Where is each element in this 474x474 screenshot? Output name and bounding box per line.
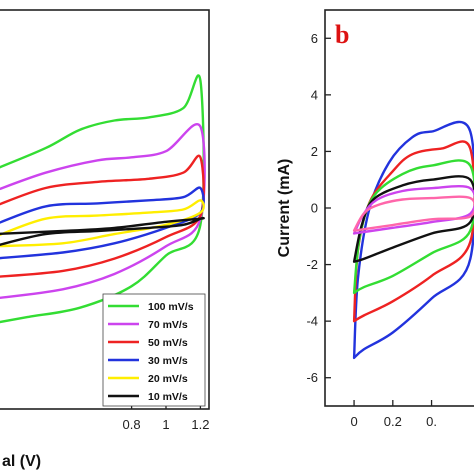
panel-b-series-line-2 <box>352 159 474 295</box>
panel-b-letter: b <box>335 20 349 49</box>
panel-a-legend-box <box>102 293 206 407</box>
panel-a-frame <box>0 9 210 410</box>
panel-b-y-tick-label-4: -2 <box>306 257 318 272</box>
panel-b-x-tick-label-1: 0.2 <box>384 414 402 429</box>
panel-a-series-line-5 <box>0 216 205 247</box>
panel-a-x-tick-label-1: 1 <box>162 417 169 432</box>
panel-b-y-tick-label-5: -4 <box>306 314 318 329</box>
panel-b-x-tick-label-2: 0. <box>426 414 437 429</box>
panel-a-legend-label-1: 70 mV/s <box>148 319 188 331</box>
panel-a-legend-label-3: 30 mV/s <box>148 355 188 367</box>
panel-b-frame <box>324 9 474 407</box>
panel-a-chart: 0.8 1 1.2 al (V) 100 mV/s 70 mV/s 50 mV/s 30 mV… <box>0 9 210 470</box>
panel-a-x-tick-label-2: 1.2 <box>191 417 209 432</box>
panel-b-x-tick-label-0: 0 <box>350 414 357 429</box>
panel-a-series-line-2 <box>0 154 205 278</box>
panel-b-series-line-4 <box>352 185 474 235</box>
panel-a-legend-label-2: 50 mV/s <box>148 337 188 349</box>
panel-b-y-tick-label-2: 2 <box>311 144 318 159</box>
panel-b-y-tick-label-0: 6 <box>311 31 318 46</box>
panel-b-y-tick-label-1: 4 <box>311 87 318 102</box>
panel-b-series-line-0 <box>352 120 474 360</box>
panel-b-y-tick-label-6: -6 <box>306 370 318 385</box>
panel-a-legend-label-0: 100 mV/s <box>148 301 194 313</box>
panel-a-x-axis-label: al (V) <box>2 453 41 470</box>
panel-b-series-line-5 <box>352 195 474 232</box>
panel-b-chart: 6 4 2 0 -2 -4 -6 0 0.2 0. Current (mA) b <box>276 9 474 429</box>
panel-a-x-tick-label-0: 0.8 <box>123 417 141 432</box>
panel-b-y-axis-label: Current (mA) <box>276 159 293 258</box>
panel-a-series-line-1 <box>0 123 206 299</box>
panel-a-legend-label-5: 10 mV/s <box>148 391 188 403</box>
panel-a-series-line-3 <box>0 186 205 260</box>
panel-a-series-line-0 <box>0 74 205 324</box>
panel-a-legend-label-4: 20 mV/s <box>148 373 188 385</box>
panel-b-y-tick-label-3: 0 <box>311 201 318 216</box>
panel-a-series-line-4 <box>0 199 205 248</box>
